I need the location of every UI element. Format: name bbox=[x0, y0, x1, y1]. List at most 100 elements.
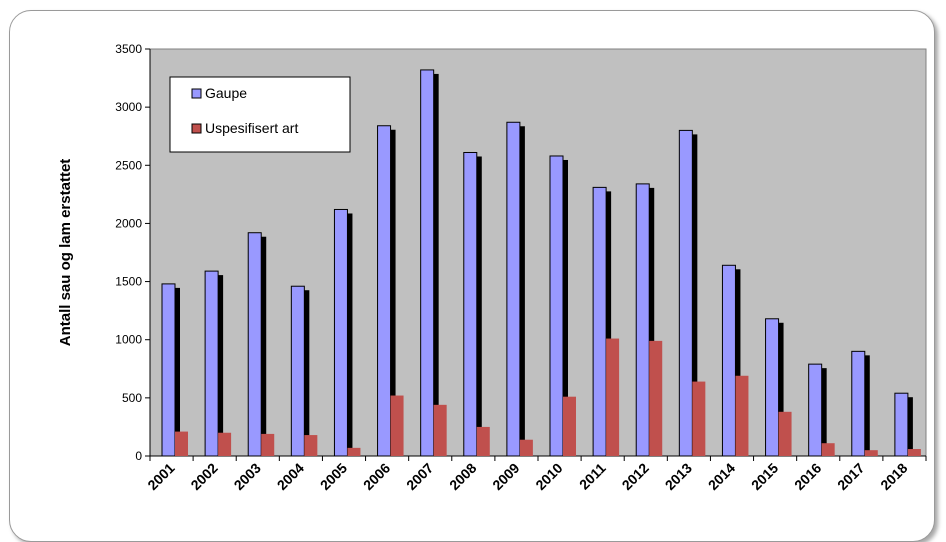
y-tick-label: 2500 bbox=[115, 158, 142, 172]
y-tick-label: 1500 bbox=[115, 275, 142, 289]
bar-gaupe bbox=[808, 363, 827, 457]
y-tick-label: 2000 bbox=[115, 216, 142, 230]
bar-uspesifisert-art bbox=[390, 395, 404, 456]
bar-face bbox=[549, 155, 564, 457]
bar-gaupe bbox=[506, 121, 525, 457]
bar-gaupe bbox=[290, 285, 310, 457]
bar-uspesifisert-art bbox=[907, 449, 921, 456]
bar-shadow bbox=[303, 290, 310, 456]
y-tick-label: 0 bbox=[135, 449, 142, 463]
bar-shadow bbox=[518, 126, 525, 456]
bar-shadow bbox=[648, 187, 655, 457]
bars bbox=[161, 69, 921, 457]
x-tick-label: 2012 bbox=[619, 460, 652, 493]
bar-uspesifisert-art bbox=[261, 433, 275, 456]
bar-face bbox=[463, 151, 478, 457]
bar-face bbox=[649, 340, 663, 456]
bar-face bbox=[247, 232, 262, 457]
bar-uspesifisert-art bbox=[649, 340, 663, 456]
bar-gaupe bbox=[420, 69, 439, 457]
x-tick-label: 2011 bbox=[576, 460, 609, 493]
bar-face bbox=[735, 375, 749, 456]
bar-uspesifisert-art bbox=[864, 450, 878, 456]
bar-face bbox=[606, 338, 620, 456]
bar-gaupe bbox=[247, 232, 267, 457]
bar-face bbox=[678, 129, 693, 457]
bar-face bbox=[333, 208, 348, 457]
bar-gaupe bbox=[549, 155, 568, 457]
bar-face bbox=[204, 270, 219, 457]
bar-shadow bbox=[734, 269, 741, 456]
bar-shadow bbox=[389, 129, 396, 456]
bar-gaupe bbox=[592, 186, 612, 457]
bar-face bbox=[864, 450, 878, 456]
bar-uspesifisert-art bbox=[735, 375, 749, 456]
x-tick-label: 2008 bbox=[446, 460, 479, 493]
bar-shadow bbox=[217, 275, 224, 456]
bar-face bbox=[894, 392, 909, 457]
bar-uspesifisert-art bbox=[778, 411, 792, 456]
bar-shadow bbox=[691, 134, 698, 456]
y-axis-title: Antall sau og lam erstattet bbox=[57, 159, 74, 347]
x-tick-label: 2002 bbox=[187, 460, 220, 493]
bar-shadow bbox=[562, 159, 568, 457]
y-tick-label: 3500 bbox=[115, 42, 142, 56]
x-tick-label: 2004 bbox=[274, 460, 307, 493]
legend-label-gaupe: Gaupe bbox=[205, 85, 247, 101]
bar-face bbox=[506, 121, 521, 457]
bar-face bbox=[420, 69, 435, 457]
x-tick-label: 2010 bbox=[532, 460, 565, 493]
bar-face bbox=[692, 381, 706, 456]
bar-gaupe bbox=[635, 183, 655, 457]
bar-uspesifisert-art bbox=[606, 338, 620, 456]
bar-gaupe bbox=[161, 283, 180, 457]
bar-face bbox=[519, 439, 533, 456]
bar-face bbox=[808, 363, 823, 457]
x-tick-label: 2006 bbox=[360, 460, 393, 493]
x-tick-label: 2013 bbox=[662, 460, 695, 493]
bar-face bbox=[347, 447, 361, 456]
x-tick-label: 2003 bbox=[231, 460, 264, 493]
bar-face bbox=[778, 411, 792, 456]
bar-gaupe bbox=[463, 151, 482, 457]
bar-shadow bbox=[260, 236, 267, 456]
bar-face bbox=[851, 350, 866, 457]
bar-shadow bbox=[777, 322, 784, 456]
x-tick-label: 2018 bbox=[877, 460, 910, 493]
bar-shadow bbox=[820, 368, 827, 456]
bar-uspesifisert-art bbox=[347, 447, 361, 456]
bar-gaupe bbox=[377, 125, 396, 457]
legend-box bbox=[169, 76, 351, 153]
x-axis: 2001 2002 2003 2004 2005 2006 2007 2008 2009 2010… bbox=[144, 455, 927, 493]
bar-gaupe bbox=[851, 350, 870, 457]
bar-face bbox=[161, 283, 176, 457]
bar-uspesifisert-art bbox=[433, 404, 447, 456]
bar-uspesifisert-art bbox=[476, 426, 490, 456]
bar-face bbox=[821, 443, 835, 456]
x-tick-label: 2015 bbox=[748, 460, 781, 493]
bar-uspesifisert-art bbox=[175, 431, 188, 456]
bar-gaupe bbox=[894, 392, 913, 457]
x-tick-label: 2009 bbox=[489, 460, 522, 493]
bar-shadow bbox=[863, 355, 870, 456]
bar-uspesifisert-art bbox=[304, 435, 318, 456]
bar-face bbox=[433, 404, 447, 456]
bar-face bbox=[635, 183, 650, 457]
bar-gaupe bbox=[721, 264, 741, 457]
bar-face bbox=[304, 435, 318, 456]
bar-uspesifisert-art bbox=[563, 396, 576, 456]
legend: Gaupe Uspesifisert art bbox=[169, 76, 351, 153]
x-tick-label: 2014 bbox=[705, 460, 738, 493]
x-tick-label: 2005 bbox=[317, 460, 350, 493]
bar-shadow bbox=[605, 191, 612, 456]
x-tick-label: 2001 bbox=[144, 460, 177, 493]
y-tick-label: 3000 bbox=[115, 100, 142, 114]
bar-face bbox=[476, 426, 490, 456]
bar-shadow bbox=[906, 397, 913, 456]
bar-gaupe bbox=[333, 208, 353, 457]
bar-face bbox=[390, 395, 404, 456]
bar-face bbox=[563, 396, 576, 456]
bar-face bbox=[290, 285, 305, 457]
y-axis: 0 500 1000 1500 2000 2500 3000 3500 bbox=[115, 42, 151, 463]
